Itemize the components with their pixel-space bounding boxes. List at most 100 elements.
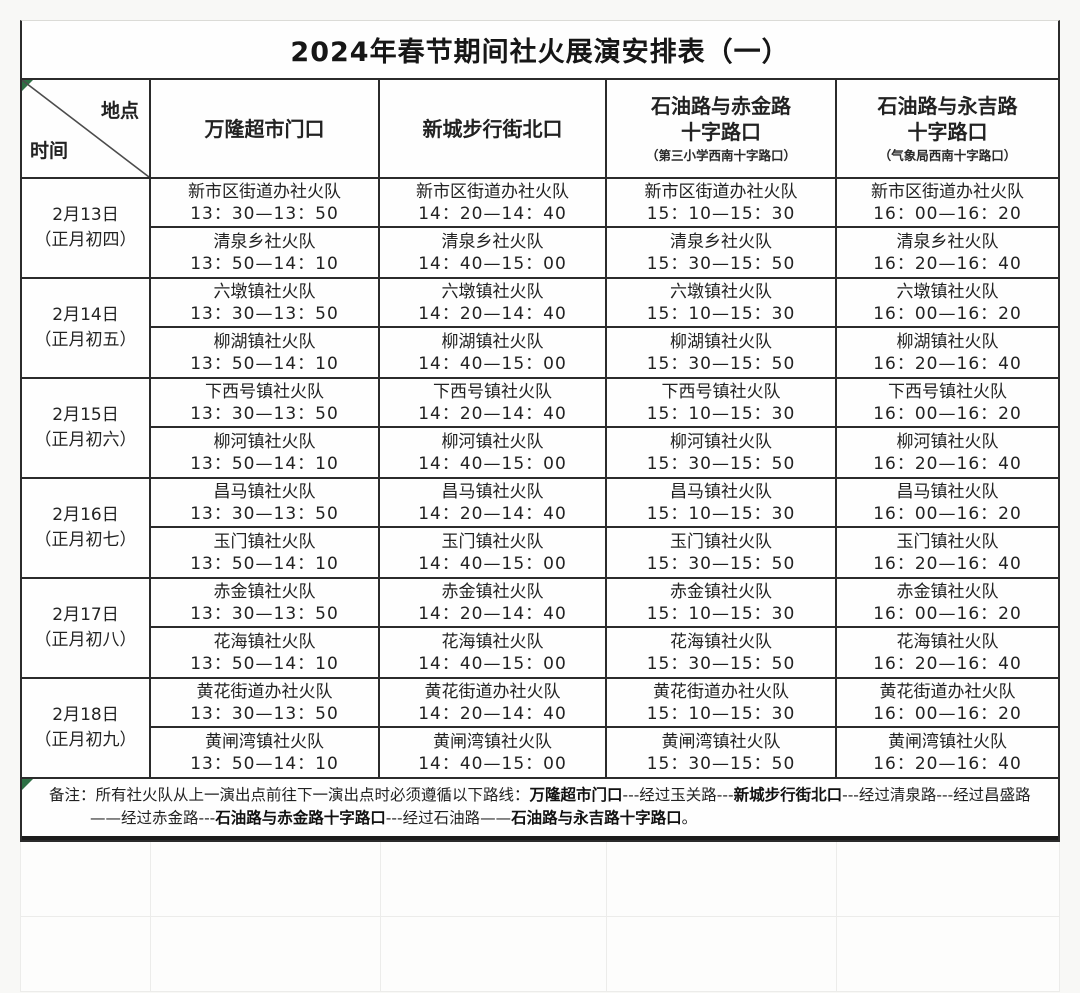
lunar-date-label: （正月初六） — [34, 430, 137, 450]
header-cell-venue-3: 石油路与赤金路 十字路口 （第三小学西南十字路口） — [607, 80, 837, 177]
time-label: 13：50—14：10 — [190, 453, 339, 474]
venue-label: 石油路与赤金路 — [651, 94, 791, 118]
empty-cell — [380, 842, 608, 916]
schedule-cell: 黄花街道办社火队 16：00—16：20 — [837, 679, 1058, 728]
time-label: 13：30—13：50 — [190, 703, 339, 724]
note-segment: 石油路与永吉路十字路口 — [511, 809, 682, 827]
team-label: 六墩镇社火队 — [670, 281, 772, 302]
venue-column: 昌马镇社火队 16：00—16：20 玉门镇社火队 16：20—16：40 — [837, 479, 1058, 577]
venue-column: 赤金镇社火队 15：10—15：30 花海镇社火队 15：30—15：50 — [607, 579, 837, 677]
date-label: 2月18日 — [52, 705, 119, 725]
day-row: 2月15日 （正月初六） 下西号镇社火队 13：30—13：50 柳河镇社火队 13：50… — [22, 377, 1058, 477]
team-label: 花海镇社火队 — [441, 631, 544, 652]
day-row: 2月18日 （正月初九） 黄花街道办社火队 13：30—13：50 黄闸湾镇社火队 13：… — [22, 677, 1058, 777]
team-label: 下西号镇社火队 — [433, 381, 552, 402]
venue-column: 赤金镇社火队 13：30—13：50 花海镇社火队 13：50—14：10 — [151, 579, 380, 677]
time-label: 16：20—16：40 — [873, 253, 1022, 274]
date-cell: 2月15日 （正月初六） — [22, 379, 151, 477]
schedule-cell: 黄闸湾镇社火队 15：30—15：50 — [607, 728, 835, 777]
note-segment: 。 — [681, 809, 698, 827]
schedule-table: 2024年春节期间社火展演安排表（一） 地点 时间 万隆超市门口 新城步行街北口 — [20, 20, 1060, 842]
team-label: 黄闸湾镇社火队 — [433, 731, 552, 752]
team-label: 黄闸湾镇社火队 — [205, 731, 324, 752]
team-label: 六墩镇社火队 — [213, 281, 316, 302]
schedule-cell: 柳湖镇社火队 13：50—14：10 — [151, 328, 378, 377]
schedule-cell: 新市区街道办社火队 16：00—16：20 — [837, 179, 1058, 228]
schedule-cell: 柳河镇社火队 13：50—14：10 — [151, 428, 378, 477]
schedule-cell: 黄花街道办社火队 15：10—15：30 — [607, 679, 835, 728]
schedule-cell: 柳河镇社火队 16：20—16：40 — [837, 428, 1058, 477]
schedule-cell: 六墩镇社火队 14：20—14：40 — [380, 279, 605, 328]
venue-column: 黄花街道办社火队 16：00—16：20 黄闸湾镇社火队 16：20—16：40 — [837, 679, 1058, 777]
time-label: 13：30—13：50 — [190, 603, 339, 624]
team-label: 黄花街道办社火队 — [424, 681, 561, 702]
team-label: 赤金镇社火队 — [441, 581, 544, 602]
schedule-cell: 黄闸湾镇社火队 16：20—16：40 — [837, 728, 1058, 777]
venue-column: 下西号镇社火队 16：00—16：20 柳河镇社火队 16：20—16：40 — [837, 379, 1058, 477]
date-label: 2月17日 — [52, 605, 119, 625]
venue-column: 六墩镇社火队 13：30—13：50 柳湖镇社火队 13：50—14：10 — [151, 279, 380, 377]
team-label: 下西号镇社火队 — [888, 381, 1007, 402]
time-label: 15：10—15：30 — [646, 303, 796, 324]
time-label: 14：40—15：00 — [418, 553, 567, 574]
lunar-date-label: （正月初七） — [34, 530, 137, 550]
venue-column: 黄花街道办社火队 13：30—13：50 黄闸湾镇社火队 13：50—14：10 — [151, 679, 380, 777]
schedule-sheet: 2024年春节期间社火展演安排表（一） 地点 时间 万隆超市门口 新城步行街北口 — [20, 20, 1060, 992]
date-cell: 2月17日 （正月初八） — [22, 579, 151, 677]
schedule-cell: 赤金镇社火队 14：20—14：40 — [380, 579, 605, 628]
note-row: 备注：所有社火队从上一演出点前往下一演出点时必须遵循以下路线：万隆超市门口---… — [22, 777, 1058, 840]
schedule-cell: 黄闸湾镇社火队 14：40—15：00 — [380, 728, 605, 777]
schedule-body: 2月13日 （正月初四） 新市区街道办社火队 13：30—13：50 清泉乡社火队 13：… — [22, 177, 1058, 777]
team-label: 玉门镇社火队 — [213, 531, 316, 552]
time-label: 14：20—14：40 — [418, 303, 567, 324]
note-segment: 万隆超市门口 — [529, 786, 623, 804]
schedule-cell: 赤金镇社火队 13：30—13：50 — [151, 579, 378, 628]
schedule-cell: 柳湖镇社火队 16：20—16：40 — [837, 328, 1058, 377]
team-label: 新市区街道办社火队 — [416, 181, 569, 202]
note-text: 备注：所有社火队从上一演出点前往下一演出点时必须遵循以下路线：万隆超市门口---… — [34, 784, 1046, 830]
team-label: 下西号镇社火队 — [205, 381, 324, 402]
header-cell-venue-1: 万隆超市门口 — [151, 80, 380, 177]
venue-column: 赤金镇社火队 14：20—14：40 花海镇社火队 14：40—15：00 — [380, 579, 607, 677]
venue-column: 昌马镇社火队 14：20—14：40 玉门镇社火队 14：40—15：00 — [380, 479, 607, 577]
diagonal-divider-line — [22, 80, 149, 177]
empty-cell — [150, 842, 381, 916]
time-label: 16：00—16：20 — [873, 203, 1022, 224]
date-cell: 2月13日 （正月初四） — [22, 179, 151, 277]
schedule-cell: 新市区街道办社火队 15：10—15：30 — [607, 179, 835, 228]
team-label: 下西号镇社火队 — [661, 381, 781, 402]
time-label: 16：00—16：20 — [873, 503, 1022, 524]
team-label: 黄花街道办社火队 — [653, 681, 789, 702]
schedule-cell: 下西号镇社火队 16：00—16：20 — [837, 379, 1058, 428]
corner-label-time: 时间 — [30, 140, 69, 162]
team-label: 黄闸湾镇社火队 — [661, 731, 781, 752]
team-label: 花海镇社火队 — [670, 631, 772, 652]
time-label: 13：50—14：10 — [190, 653, 339, 674]
time-label: 16：20—16：40 — [873, 753, 1022, 774]
team-label: 赤金镇社火队 — [670, 581, 772, 602]
time-label: 13：50—14：10 — [190, 353, 339, 374]
team-label: 柳河镇社火队 — [441, 431, 544, 452]
team-label: 花海镇社火队 — [896, 631, 999, 652]
team-label: 清泉乡社火队 — [896, 231, 999, 252]
team-label: 昌马镇社火队 — [441, 481, 544, 502]
venue-column: 赤金镇社火队 16：00—16：20 花海镇社火队 16：20—16：40 — [837, 579, 1058, 677]
empty-cell — [21, 842, 151, 916]
schedule-cell: 玉门镇社火队 13：50—14：10 — [151, 528, 378, 577]
time-label: 14：40—15：00 — [418, 753, 567, 774]
time-label: 13：50—14：10 — [190, 753, 339, 774]
corner-label-location: 地点 — [100, 100, 139, 122]
team-label: 柳湖镇社火队 — [670, 331, 772, 352]
team-label: 新市区街道办社火队 — [188, 181, 341, 202]
team-label: 赤金镇社火队 — [896, 581, 999, 602]
schedule-cell: 六墩镇社火队 16：00—16：20 — [837, 279, 1058, 328]
note-segment: ---经过玉关路--- — [622, 786, 734, 804]
time-label: 14：20—14：40 — [418, 403, 567, 424]
empty-cell — [607, 842, 838, 916]
team-label: 新市区街道办社火队 — [871, 181, 1024, 202]
time-label: 14：20—14：40 — [418, 703, 567, 724]
time-label: 15：10—15：30 — [646, 703, 796, 724]
schedule-cell: 清泉乡社火队 14：40—15：00 — [380, 228, 605, 277]
time-label: 14：20—14：40 — [418, 203, 567, 224]
schedule-cell: 昌马镇社火队 13：30—13：50 — [151, 479, 378, 528]
